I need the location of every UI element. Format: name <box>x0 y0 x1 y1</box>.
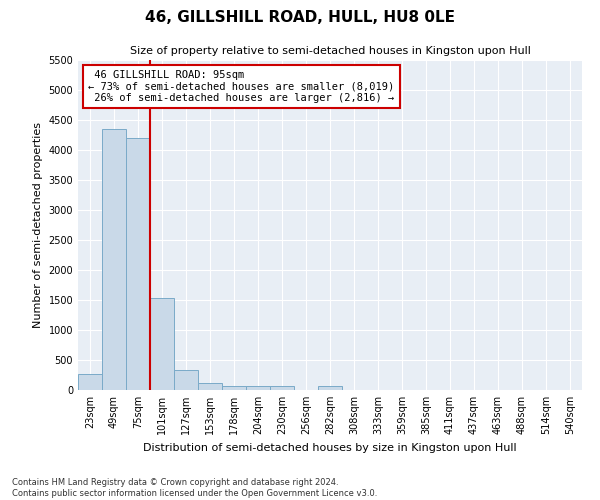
Text: Contains HM Land Registry data © Crown copyright and database right 2024.
Contai: Contains HM Land Registry data © Crown c… <box>12 478 377 498</box>
Y-axis label: Number of semi-detached properties: Number of semi-detached properties <box>33 122 43 328</box>
Bar <box>150 298 174 390</box>
Bar <box>198 383 222 390</box>
Bar <box>270 386 294 390</box>
Bar <box>174 370 198 390</box>
X-axis label: Distribution of semi-detached houses by size in Kingston upon Hull: Distribution of semi-detached houses by … <box>143 442 517 452</box>
Text: 46 GILLSHILL ROAD: 95sqm
← 73% of semi-detached houses are smaller (8,019)
 26% : 46 GILLSHILL ROAD: 95sqm ← 73% of semi-d… <box>88 70 394 103</box>
Bar <box>246 386 270 390</box>
Bar <box>78 374 102 390</box>
Bar <box>222 386 246 390</box>
Bar <box>102 129 126 390</box>
Text: 46, GILLSHILL ROAD, HULL, HU8 0LE: 46, GILLSHILL ROAD, HULL, HU8 0LE <box>145 10 455 25</box>
Bar <box>318 386 342 390</box>
Bar <box>126 138 150 390</box>
Title: Size of property relative to semi-detached houses in Kingston upon Hull: Size of property relative to semi-detach… <box>130 46 530 56</box>
